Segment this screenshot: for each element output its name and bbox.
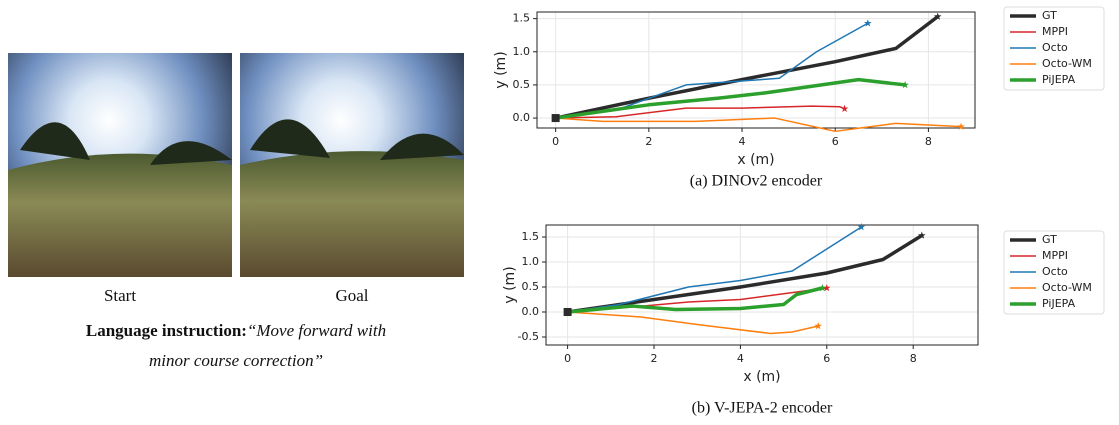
- x-tick-label: 4: [739, 135, 746, 148]
- y-tick-label: -0.5: [518, 330, 539, 343]
- legend-label: MPPI: [1042, 249, 1068, 262]
- trajectory-line: [567, 226, 862, 313]
- instruction-text: minor course correction”: [149, 351, 323, 370]
- end-marker: [818, 284, 827, 292]
- x-tick-label: 2: [645, 135, 652, 148]
- chart-caption: (a) DINOv2 encoder: [690, 173, 823, 190]
- trajectory-line: [555, 77, 906, 120]
- goal-image: [240, 53, 464, 277]
- legend-label: Octo-WM: [1042, 281, 1092, 294]
- legend-label: MPPI: [1042, 25, 1068, 38]
- y-tick-label: 0.5: [522, 280, 540, 293]
- x-tick-label: 4: [737, 352, 744, 365]
- y-axis-label: y (m): [502, 266, 518, 303]
- legend-frame: [1003, 230, 1105, 315]
- trajectory-line: [555, 22, 869, 119]
- x-tick-label: 2: [651, 352, 658, 365]
- y-tick-label: 1.0: [522, 255, 540, 268]
- x-tick-label: 6: [823, 352, 830, 365]
- image-caption: Goal: [335, 286, 368, 305]
- trajectory-line: [555, 15, 939, 120]
- chart-caption: (b) V-JEPA-2 encoder: [692, 400, 833, 417]
- trajectory-line: [567, 311, 819, 335]
- y-tick-label: 0.0: [522, 305, 540, 318]
- plot-frame: [545, 224, 979, 346]
- trajectory-line: [555, 105, 845, 119]
- instruction-text: “Move forward with: [247, 321, 386, 340]
- legend-label: PiJEPA: [1042, 297, 1076, 310]
- chart: 0 2 4 6 8 -0.5 0.0 0.5 1.0 1.5 x (m) y (m) (b) V-JEP…: [502, 223, 1105, 417]
- y-tick-label: 1.0: [513, 45, 531, 58]
- x-tick-label: 8: [925, 135, 932, 148]
- legend-label: GT: [1042, 9, 1057, 22]
- x-tick-label: 0: [552, 135, 559, 148]
- legend-label: Octo-WM: [1042, 57, 1092, 70]
- plot-frame: [536, 11, 976, 129]
- y-axis-label: y (m): [493, 51, 509, 88]
- end-marker: [840, 104, 849, 112]
- image-caption: Start: [104, 286, 136, 305]
- end-marker: [823, 284, 831, 292]
- instruction: Language instruction:“Move forward with: [86, 321, 386, 340]
- trajectory-line: [567, 234, 923, 314]
- x-tick-label: 8: [910, 352, 917, 365]
- y-tick-label: 1.5: [522, 230, 540, 243]
- trajectory-line: [555, 117, 962, 133]
- y-tick-label: 0.5: [513, 78, 531, 91]
- end-marker: [814, 322, 822, 330]
- end-marker: [918, 231, 926, 239]
- legend-label: GT: [1042, 233, 1057, 246]
- end-marker: [901, 80, 909, 89]
- end-marker: [957, 122, 965, 130]
- legend-frame: [1003, 6, 1105, 91]
- x-axis-label: x (m): [743, 369, 780, 385]
- y-tick-label: 1.5: [513, 12, 531, 25]
- start-marker: [551, 114, 560, 123]
- start-marker: [563, 308, 572, 316]
- x-tick-label: 6: [832, 135, 839, 148]
- chart: 0 2 4 6 8 0.0 0.5 1.0 1.5 x (m) y (m) (a) DINOv2 en…: [493, 6, 1105, 190]
- y-tick-label: 0.0: [513, 111, 531, 124]
- legend-label: Octo: [1042, 41, 1068, 54]
- end-marker: [933, 12, 942, 20]
- end-marker: [864, 19, 872, 27]
- legend-label: Octo: [1042, 265, 1068, 278]
- x-axis-label: x (m): [737, 152, 774, 168]
- start-image: [8, 53, 232, 277]
- legend-label: PiJEPA: [1042, 73, 1076, 86]
- end-marker: [857, 223, 866, 231]
- x-tick-label: 0: [564, 352, 571, 365]
- instruction-label: Language instruction:: [86, 321, 247, 340]
- trajectory-line: [567, 286, 823, 314]
